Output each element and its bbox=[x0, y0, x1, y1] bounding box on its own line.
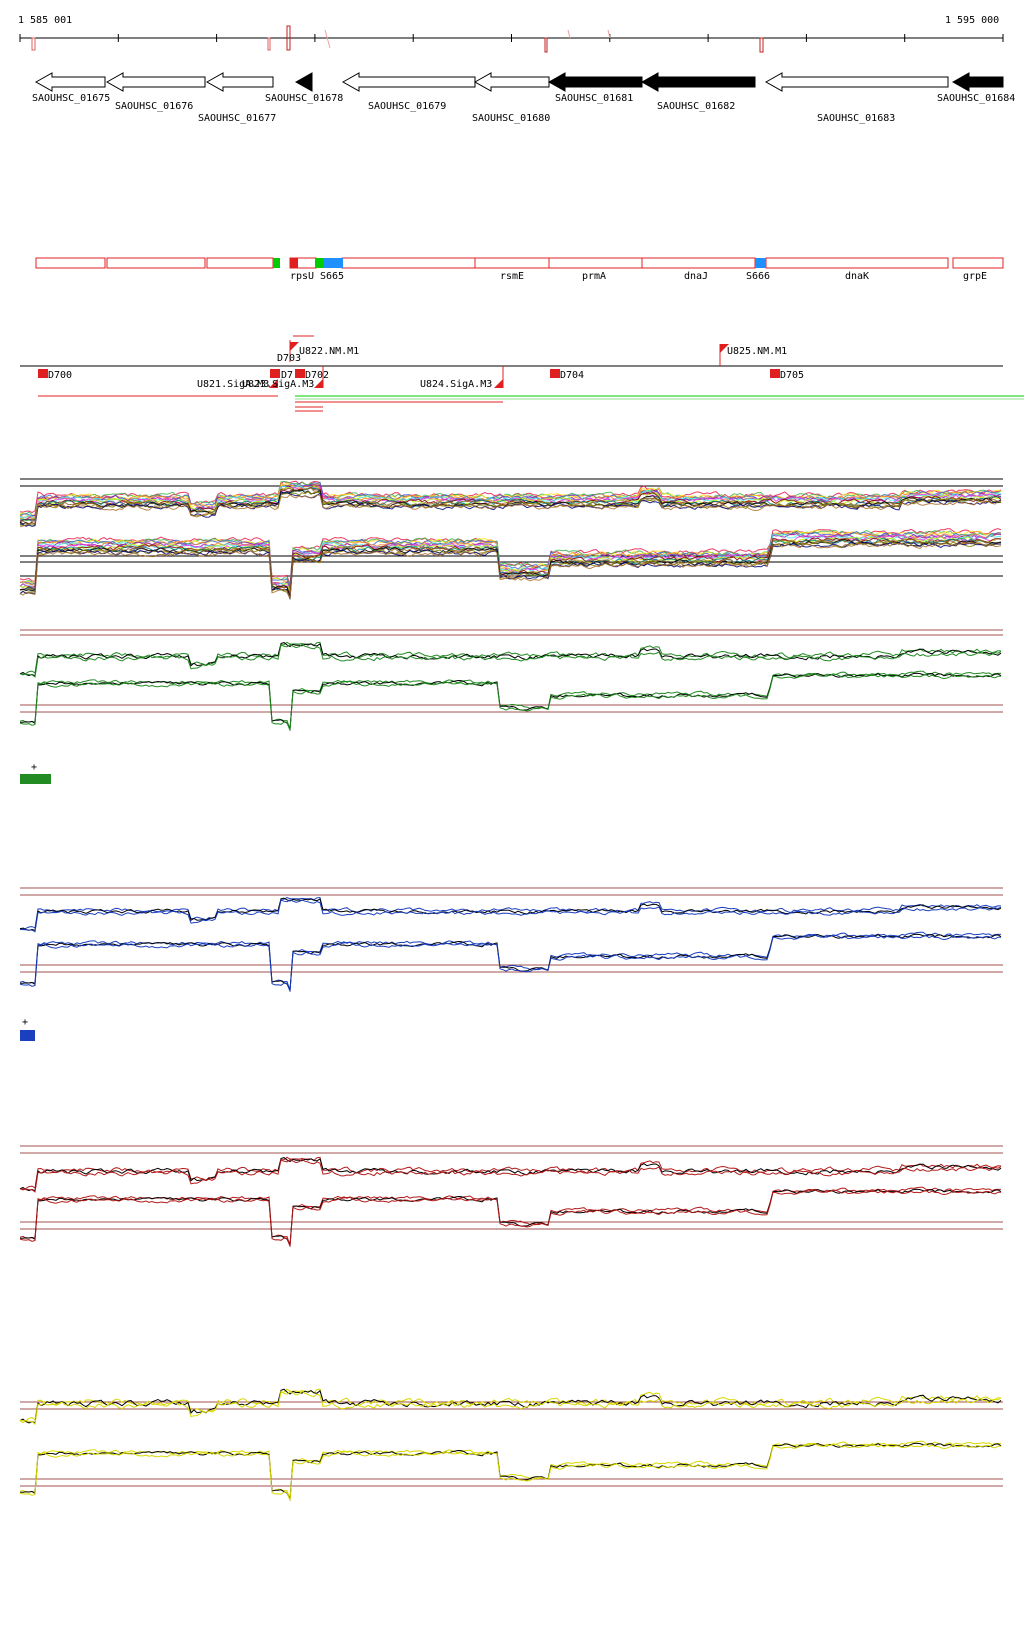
feature-label: U821.SigA.M3 bbox=[197, 379, 269, 390]
feature-label: D704 bbox=[560, 370, 584, 381]
expression-track-green: + bbox=[19, 629, 1003, 784]
gene-label: SAOUHSC_01682 bbox=[657, 101, 735, 112]
feature-label: D700 bbox=[48, 370, 72, 381]
coord-end: 1 595 000 bbox=[945, 15, 999, 26]
expression-track-blue: + bbox=[19, 887, 1003, 1041]
annotation-label: rpsU bbox=[290, 271, 314, 282]
feature-label: D705 bbox=[780, 370, 804, 381]
annotation-label: dnaK bbox=[845, 271, 869, 282]
gene-label: SAOUHSC_01677 bbox=[198, 113, 276, 124]
annotation-label: prmA bbox=[582, 271, 606, 282]
expression-track-red bbox=[19, 1145, 1003, 1248]
gene-arrow[interactable] bbox=[341, 72, 476, 92]
gene-arrow[interactable] bbox=[34, 72, 106, 92]
annotation-track: rpsU S665 rsmE prmA dnaJ S666 dnaK grpE bbox=[35, 257, 1004, 282]
gene-label: SAOUHSC_01679 bbox=[368, 101, 446, 112]
annotation-label: S666 bbox=[746, 271, 770, 282]
gene-label: SAOUHSC_01684 bbox=[937, 93, 1015, 104]
annotation-label: grpE bbox=[963, 271, 987, 282]
feature-label: U825.NM.M1 bbox=[727, 346, 787, 357]
feature-label: D7 bbox=[281, 370, 293, 381]
coord-start: 1 585 001 bbox=[18, 15, 72, 26]
gene-arrow[interactable] bbox=[547, 72, 643, 92]
gene-arrow[interactable] bbox=[205, 72, 274, 92]
gene-arrow[interactable] bbox=[473, 72, 550, 92]
multi-sample-track bbox=[19, 478, 1003, 601]
track-legend-green bbox=[20, 774, 51, 784]
annotation-label: rsmE bbox=[500, 271, 524, 282]
gene-label: SAOUHSC_01681 bbox=[555, 93, 633, 104]
gene-arrow[interactable] bbox=[764, 72, 949, 92]
gene-track: SAOUHSC_01675 SAOUHSC_01676 SAOUHSC_0167… bbox=[32, 72, 1015, 124]
feature-label: U822.NM.M1 bbox=[299, 346, 359, 357]
track-legend-blue bbox=[20, 1030, 35, 1041]
gene-arrow[interactable] bbox=[294, 72, 313, 92]
feature-label: U824.SigA.M3 bbox=[420, 379, 492, 390]
feature-label: D703 bbox=[277, 353, 301, 364]
gene-arrow[interactable] bbox=[640, 72, 756, 92]
feature-label: D702 bbox=[305, 370, 329, 381]
track-marker: + bbox=[22, 1017, 28, 1028]
feature-label: U823.SigA.M3 bbox=[242, 379, 314, 390]
annotation-label: dnaJ bbox=[684, 271, 708, 282]
gene-arrow[interactable] bbox=[105, 72, 206, 92]
annotation-label: S665 bbox=[320, 271, 344, 282]
gene-label: SAOUHSC_01675 bbox=[32, 93, 110, 104]
gene-label: SAOUHSC_01678 bbox=[265, 93, 343, 104]
gene-label: SAOUHSC_01683 bbox=[817, 113, 895, 124]
feature-track: U822.NM.M1 D703 U825.NM.M1 D700 U821.Sig… bbox=[20, 335, 1024, 412]
gene-arrow[interactable] bbox=[951, 72, 1004, 92]
coordinate-ruler: 1 585 001 1 595 000 bbox=[18, 15, 1004, 53]
track-marker: + bbox=[31, 762, 37, 773]
expression-track-yellow bbox=[19, 1388, 1003, 1502]
gene-label: SAOUHSC_01676 bbox=[115, 101, 193, 112]
gene-label: SAOUHSC_01680 bbox=[472, 113, 550, 124]
